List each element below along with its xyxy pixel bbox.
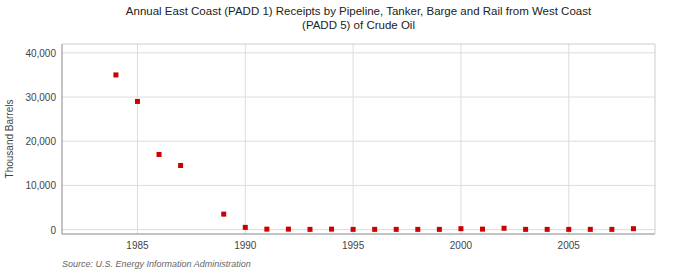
y-grid-line <box>62 229 655 230</box>
point <box>286 227 291 232</box>
point <box>415 227 420 232</box>
y-grid-line <box>62 97 655 98</box>
point <box>588 227 593 232</box>
point <box>502 226 507 231</box>
x-tick-label: 2000 <box>450 240 473 251</box>
x-tick-label: 1990 <box>234 240 257 251</box>
plot-frame-top <box>62 44 655 45</box>
point <box>178 163 183 168</box>
plot-frame-right <box>655 44 656 234</box>
point <box>351 227 356 232</box>
y-tick-label: 20,000 <box>25 136 56 147</box>
chart-container: Annual East Coast (PADD 1) Receipts by P… <box>0 0 675 275</box>
point <box>329 227 334 232</box>
x-grid-line <box>137 44 138 234</box>
y-tick-label: 0 <box>50 225 56 236</box>
title: Annual East Coast (PADD 1) Receipts by P… <box>126 5 592 31</box>
y-tick-label: 10,000 <box>25 180 56 191</box>
y-axis-line <box>62 44 63 234</box>
x-axis-line <box>62 234 655 235</box>
grid <box>62 44 655 234</box>
point <box>243 225 248 230</box>
title-line: (PADD 5) of Crude Oil <box>302 19 415 31</box>
y-grid-line <box>62 141 655 142</box>
point <box>307 227 312 232</box>
point <box>135 99 140 104</box>
y-axis-label: Thousand Barrels <box>4 100 15 179</box>
y-tick-label: 40,000 <box>25 48 56 59</box>
point <box>394 227 399 232</box>
x-tick-label: 1985 <box>126 240 149 251</box>
y-tick-label: 30,000 <box>25 92 56 103</box>
y-grid-line <box>62 52 655 53</box>
point <box>221 212 226 217</box>
point <box>437 227 442 232</box>
title-line: Annual East Coast (PADD 1) Receipts by P… <box>126 5 592 17</box>
point <box>566 227 571 232</box>
chart-svg: Annual East Coast (PADD 1) Receipts by P… <box>0 0 675 275</box>
points <box>113 72 636 231</box>
point <box>113 72 118 77</box>
point <box>545 227 550 232</box>
source-note: Source: U.S. Energy Information Administ… <box>62 259 251 269</box>
x-grid-line <box>568 44 569 234</box>
point <box>631 226 636 231</box>
x-tick-label: 2005 <box>558 240 581 251</box>
point <box>458 226 463 231</box>
point <box>157 152 162 157</box>
point <box>523 227 528 232</box>
y-grid-line <box>62 185 655 186</box>
point <box>480 227 485 232</box>
x-tick-label: 1995 <box>342 240 365 251</box>
point <box>372 227 377 232</box>
point <box>609 227 614 232</box>
x-grid-line <box>245 44 246 234</box>
x-grid-line <box>460 44 461 234</box>
point <box>264 227 269 232</box>
x-grid-line <box>353 44 354 234</box>
